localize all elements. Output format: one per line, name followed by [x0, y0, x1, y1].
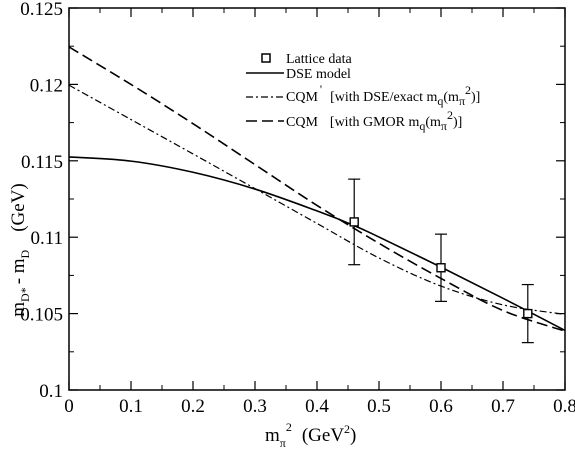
cqm1-rest-a: [with DSE/exact m	[330, 90, 437, 105]
cqm2-sup-2: 2	[447, 108, 453, 122]
x-tick-label: 0.3	[243, 396, 267, 417]
x-tick-label: 0.4	[305, 396, 329, 417]
cqm2-rest-a: [with GMOR m	[330, 115, 420, 130]
y-tick-label: 0.125	[20, 0, 63, 20]
legend: Lattice data DSE model CQM'[with DSE/exa…	[246, 52, 480, 133]
x-label-unit-open: (GeV	[302, 425, 344, 446]
legend-label-lattice: Lattice data	[286, 52, 352, 67]
cqm2-sub-q: q	[419, 119, 425, 133]
cqm1-rest-b: (m	[443, 90, 459, 105]
cqm2-rest-c: )]	[453, 115, 462, 130]
y-axis-label: mD* - mD (GeV)	[8, 183, 32, 317]
legend-label-dse: DSE model	[286, 67, 351, 82]
x-label-sub: π	[280, 436, 286, 450]
x-tick-label: 0.1	[119, 396, 143, 417]
x-tick-label: 0.2	[181, 396, 205, 417]
x-tick-label: 0	[64, 396, 74, 417]
x-tick-label: 0.8	[553, 396, 575, 417]
y-tick-label: 0.115	[21, 152, 63, 173]
cqm1-rest-c: )]	[471, 90, 480, 105]
cqm1-prime: '	[320, 82, 322, 96]
axes: 0 0.1 0.2 0.3 0.4 0.5 0.6 0.7 0.80.10.1050.110.1…	[20, 0, 575, 417]
x-label-main: m	[265, 425, 280, 446]
y-label-sub-d: D	[18, 249, 32, 258]
cqm1-sub-q: q	[437, 94, 443, 108]
data-points	[348, 178, 534, 344]
cqm1-sub-pi: π	[459, 94, 465, 108]
data-point-square	[436, 263, 446, 273]
x-label-unit-close: )	[350, 425, 356, 446]
y-tick-label: 0.12	[30, 75, 63, 96]
x-tick-label: 0.7	[491, 396, 515, 417]
series-solid-line	[68, 156, 566, 332]
series-layer	[68, 46, 566, 332]
cqm2-sub-pi: π	[441, 119, 447, 133]
x-tick-label: 0.5	[367, 396, 391, 417]
series-dashed-line	[68, 46, 566, 332]
x-tick-label: 0.6	[429, 396, 453, 417]
cqm2-main: CQM	[286, 115, 318, 130]
y-label-sub-dstar: D*	[18, 287, 32, 302]
data-point-square	[523, 308, 533, 319]
cqm1-sup-2: 2	[465, 83, 471, 97]
cqm1-main: CQM	[286, 90, 318, 105]
x-label-sup: 2	[286, 420, 292, 434]
y-label-unit: (GeV)	[8, 183, 29, 232]
y-label-m1: m	[8, 302, 29, 317]
series-dashdot-line	[68, 84, 566, 315]
y-tick-label: 0.11	[30, 228, 63, 249]
cqm2-rest-b: (m	[425, 115, 441, 130]
data-point-square	[349, 217, 359, 227]
x-axis-label: mπ2 (GeV2)	[265, 420, 356, 450]
legend-label-cqm1: CQM' [with DSE/exact mq(mπ2)]	[286, 82, 480, 108]
x-label-unit-sup: 2	[344, 422, 350, 436]
y-tick-label: 0.105	[20, 305, 63, 326]
y-label-minus: - m	[8, 258, 29, 284]
y-tick-label: 0.1	[39, 381, 63, 402]
legend-label-cqm2: CQM [with GMOR mq(mπ2)]	[286, 108, 462, 133]
legend-marker-square	[261, 53, 271, 63]
